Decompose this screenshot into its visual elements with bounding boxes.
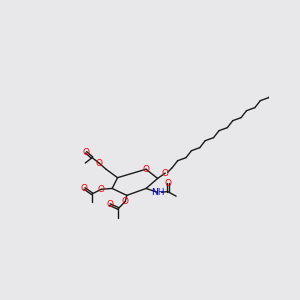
Text: O: O [122,197,129,206]
Text: O: O [82,148,89,157]
Text: O: O [106,200,113,209]
Text: NH: NH [152,188,165,197]
Text: O: O [98,185,105,194]
Text: O: O [81,184,88,193]
Text: O: O [164,178,171,188]
Text: O: O [96,158,103,167]
Text: O: O [162,169,169,178]
Text: O: O [142,165,150,174]
